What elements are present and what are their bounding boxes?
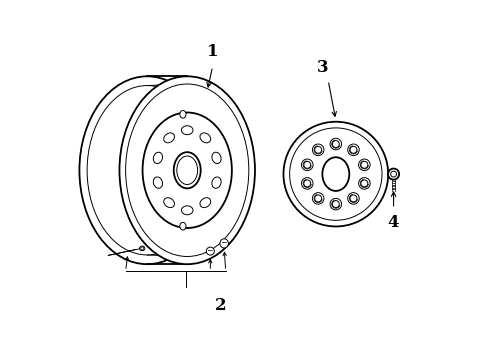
Ellipse shape: [313, 144, 324, 156]
Text: 2: 2: [215, 297, 226, 314]
Ellipse shape: [79, 76, 215, 264]
Ellipse shape: [180, 111, 186, 118]
Text: 4: 4: [388, 214, 399, 231]
Ellipse shape: [180, 222, 186, 230]
Ellipse shape: [330, 138, 342, 150]
Text: 1: 1: [207, 43, 219, 60]
Ellipse shape: [164, 198, 174, 208]
Ellipse shape: [359, 177, 370, 189]
Ellipse shape: [153, 177, 163, 188]
Ellipse shape: [200, 198, 211, 208]
Ellipse shape: [348, 193, 359, 204]
Ellipse shape: [348, 144, 359, 156]
Ellipse shape: [206, 247, 214, 255]
Ellipse shape: [359, 159, 370, 171]
Ellipse shape: [301, 159, 313, 171]
Ellipse shape: [164, 133, 174, 143]
Ellipse shape: [283, 122, 388, 226]
Ellipse shape: [388, 168, 399, 180]
Ellipse shape: [301, 177, 313, 189]
Ellipse shape: [181, 126, 193, 135]
Ellipse shape: [322, 157, 349, 191]
Ellipse shape: [174, 152, 201, 188]
Ellipse shape: [200, 133, 211, 143]
Ellipse shape: [330, 198, 342, 210]
Ellipse shape: [212, 177, 221, 188]
Ellipse shape: [181, 206, 193, 215]
Ellipse shape: [313, 193, 324, 204]
Ellipse shape: [220, 239, 228, 248]
Ellipse shape: [153, 152, 163, 163]
Text: 3: 3: [317, 59, 329, 76]
Ellipse shape: [212, 152, 221, 163]
Ellipse shape: [143, 112, 232, 228]
Ellipse shape: [140, 246, 145, 251]
Ellipse shape: [120, 76, 255, 264]
